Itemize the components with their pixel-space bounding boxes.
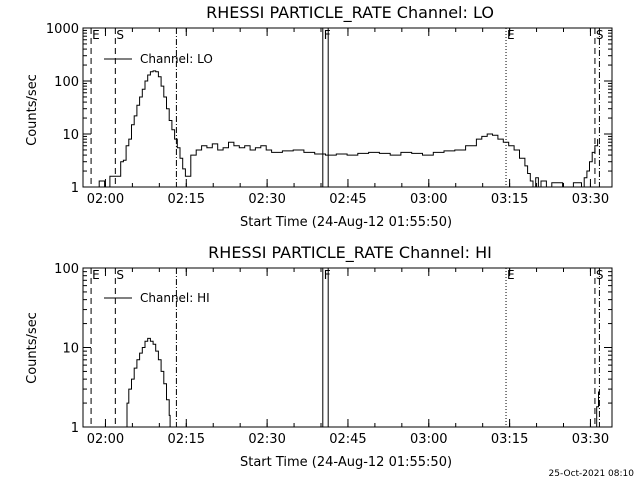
timestamp-footer: 25-Oct-2021 08:10 [549,469,635,479]
legend-label: Channel: HI [140,291,210,305]
series-line [594,391,599,428]
x-tick-label: 03:00 [410,432,447,447]
x-tick-label: 02:30 [248,192,285,207]
y-tick-label: 10 [62,342,79,357]
x-tick-label: 03:15 [491,432,528,447]
x-tick-label: 03:00 [410,192,447,207]
event-marker-label: E [507,28,515,42]
y-axis-label: Counts/sec [25,74,40,146]
event-marker-label: F [324,268,331,282]
series-line [93,70,599,188]
x-tick-label: 02:00 [87,432,124,447]
chart-channel-hi: RHESSI PARTICLE_RATE Channel: HI Start T… [25,243,613,470]
event-marker-label: S [596,268,604,282]
event-marker-label: E [92,268,100,282]
x-tick-label: 03:30 [572,192,609,207]
event-marker-label: F [324,28,331,42]
x-tick-label: 02:15 [168,192,205,207]
y-tick-label: 100 [54,75,79,90]
legend: Channel: HI [104,291,210,305]
event-marker-label: S [116,268,124,282]
event-marker-label: E [92,28,100,42]
x-tick-label: 02:00 [87,192,124,207]
event-marker-label: S [116,28,124,42]
x-tick-label: 02:30 [248,432,285,447]
series-line [126,337,171,428]
y-tick-label: 1000 [46,22,79,37]
x-tick-label: 03:30 [572,432,609,447]
x-tick-label: 02:15 [168,432,205,447]
x-tick-label: 02:45 [329,432,366,447]
legend-label: Channel: LO [140,52,213,66]
event-marker-label: S [596,28,604,42]
y-tick-label: 1 [71,421,79,436]
x-tick-label: 03:15 [491,192,528,207]
y-tick-label: 1 [71,181,79,196]
legend: Channel: LO [104,52,213,66]
chart-channel-lo: RHESSI PARTICLE_RATE Channel: LO Start T… [25,3,613,230]
x-axis-label: Start Time (24-Aug-12 01:55:50) [240,215,452,230]
y-tick-label: 100 [54,262,79,277]
chart-title: RHESSI PARTICLE_RATE Channel: LO [206,3,494,23]
x-tick-label: 02:45 [329,192,366,207]
chart-title: RHESSI PARTICLE_RATE Channel: HI [208,243,492,263]
y-tick-label: 10 [62,128,79,143]
x-axis-label: Start Time (24-Aug-12 01:55:50) [240,455,452,470]
event-marker-label: E [507,268,515,282]
y-axis-label: Counts/sec [25,312,40,384]
